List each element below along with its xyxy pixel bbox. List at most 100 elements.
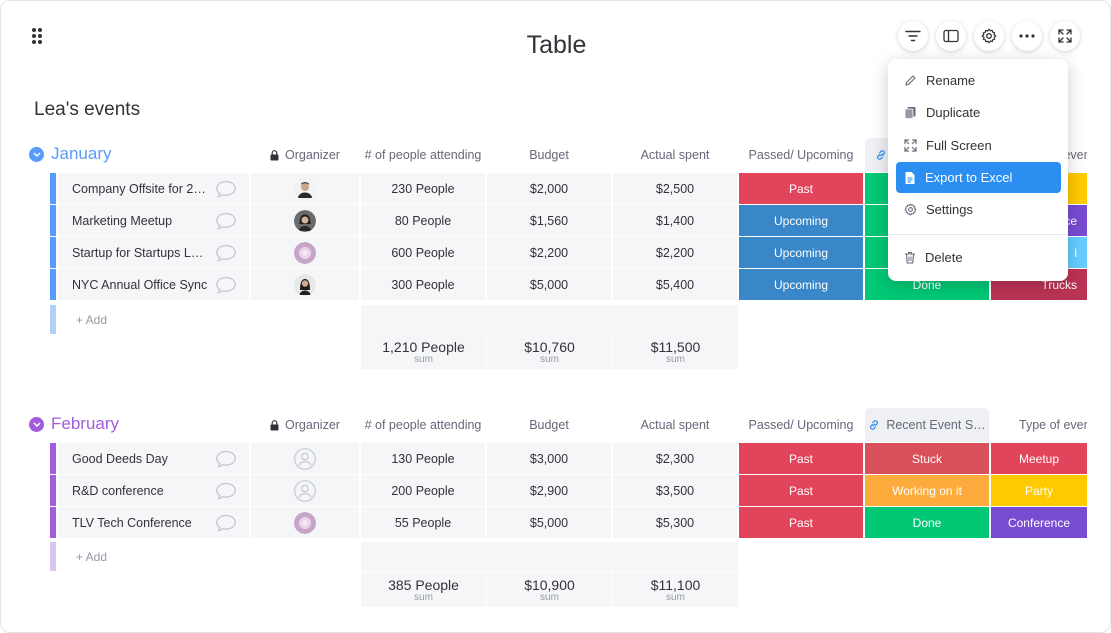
column-header-organizer[interactable]: Organizer (250, 138, 360, 172)
organizer-cell[interactable] (251, 507, 359, 538)
menu-item-rename[interactable]: Rename (896, 65, 1061, 96)
column-header-organizer[interactable]: Organizer (250, 408, 360, 442)
item-name-cell[interactable]: Company Offsite for 2018 (58, 173, 249, 204)
comment-bubble-icon[interactable] (215, 244, 237, 262)
group-header-january[interactable]: January (29, 143, 111, 165)
item-name-cell[interactable]: NYC Annual Office Sync (58, 269, 249, 300)
budget-cell[interactable]: $2,000 (487, 173, 611, 204)
organizer-cell[interactable] (251, 443, 359, 474)
group-title[interactable]: February (51, 414, 120, 433)
budget-cell[interactable]: $3,000 (487, 443, 611, 474)
add-item-label[interactable]: + Add (76, 550, 108, 564)
status-cell[interactable]: Past (739, 443, 863, 474)
people-cell[interactable]: 300 People (361, 269, 485, 300)
add-item-row[interactable]: + Add (50, 305, 361, 334)
status-cell[interactable]: Past (739, 507, 863, 538)
comment-bubble-icon[interactable] (215, 180, 237, 198)
side-panel-button[interactable] (936, 21, 966, 51)
comment-bubble-icon[interactable] (215, 276, 237, 294)
budget-cell[interactable]: $5,000 (487, 507, 611, 538)
column-header-spent[interactable]: Actual spent (640, 418, 710, 432)
drag-handle-icon[interactable] (32, 28, 44, 44)
column-header-people[interactable]: # of people attending (364, 418, 482, 432)
add-item-row[interactable]: + Add (50, 542, 361, 571)
spent-cell[interactable]: $1,400 (613, 205, 737, 236)
recent-event-cell[interactable]: Working on it (865, 475, 989, 506)
people-cell[interactable]: 80 People (361, 205, 485, 236)
type-cell[interactable]: Conference (991, 507, 1087, 538)
add-item-label[interactable]: + Add (76, 313, 108, 327)
column-header-type[interactable]: Type of event (1019, 418, 1087, 432)
sum-value: $11,500 (650, 339, 701, 355)
menu-item-export-to-excel[interactable]: Export to Excel (896, 162, 1061, 193)
menu-item-settings[interactable]: Settings (896, 194, 1061, 225)
column-header-spent[interactable]: Actual spent (640, 148, 710, 162)
sum-value: $10,760 (524, 339, 575, 355)
spent-cell[interactable]: $2,200 (613, 237, 737, 268)
status-cell[interactable]: Upcoming (739, 205, 863, 236)
comment-bubble-icon[interactable] (215, 212, 237, 230)
comment-bubble-icon[interactable] (215, 482, 237, 500)
menu-item-delete[interactable]: Delete (896, 242, 1061, 273)
spent-cell[interactable]: $5,300 (613, 507, 737, 538)
collapse-toggle[interactable] (29, 146, 44, 162)
budget-cell[interactable]: $2,200 (487, 237, 611, 268)
column-header-status[interactable]: Passed/ Upcoming (748, 418, 854, 432)
more-button[interactable] (1012, 21, 1042, 51)
spent-cell[interactable]: $2,300 (613, 443, 737, 474)
column-header-status[interactable]: Passed/ Upcoming (748, 148, 854, 162)
type-cell[interactable]: Meetup (991, 443, 1087, 474)
item-name-cell[interactable]: TLV Tech Conference (58, 507, 249, 538)
filter-button[interactable] (898, 21, 928, 51)
item-name-cell[interactable]: Marketing Meetup (58, 205, 249, 236)
status-cell[interactable]: Upcoming (739, 269, 863, 300)
column-header-recent[interactable]: Recent Event S… (865, 408, 989, 442)
recent-event-cell[interactable]: Done (865, 507, 989, 538)
column-header-people[interactable]: # of people attending (364, 148, 482, 162)
item-name: Good Deeds Day (72, 451, 168, 466)
organizer-cell[interactable] (251, 269, 359, 300)
settings-button[interactable] (974, 21, 1004, 51)
row-color-bar (50, 173, 56, 204)
sum-label: sum (666, 354, 685, 365)
column-header-budget[interactable]: Budget (529, 418, 569, 432)
item-name-cell[interactable]: Startup for Startups Lau… (58, 237, 249, 268)
status-cell[interactable]: Past (739, 475, 863, 506)
spent-cell[interactable]: $2,500 (613, 173, 737, 204)
menu-item-full-screen[interactable]: Full Screen (896, 130, 1061, 161)
comment-bubble-icon[interactable] (215, 514, 237, 532)
budget-cell[interactable]: $2,900 (487, 475, 611, 506)
people-cell[interactable]: 200 People (361, 475, 485, 506)
people-cell[interactable]: 600 People (361, 237, 485, 268)
item-name-cell[interactable]: R&D conference (58, 475, 249, 506)
status-cell[interactable]: Past (739, 173, 863, 204)
recent-event-cell[interactable]: Stuck (865, 443, 989, 474)
comment-bubble-icon[interactable] (215, 450, 237, 468)
group-title[interactable]: January (51, 144, 112, 163)
status-cell[interactable]: Upcoming (739, 237, 863, 268)
copy-icon (904, 107, 916, 119)
people-cell[interactable]: 130 People (361, 443, 485, 474)
column-header-budget[interactable]: Budget (529, 148, 569, 162)
sum-label: sum (540, 592, 559, 603)
spent-cell[interactable]: $5,400 (613, 269, 737, 300)
collapse-toggle[interactable] (29, 416, 44, 432)
sum-value: $11,100 (650, 577, 701, 593)
organizer-cell[interactable] (251, 237, 359, 268)
budget-cell[interactable]: $1,560 (487, 205, 611, 236)
type-cell[interactable]: Party (991, 475, 1087, 506)
people-cell[interactable]: 230 People (361, 173, 485, 204)
organizer-cell[interactable] (251, 475, 359, 506)
organizer-cell[interactable] (251, 205, 359, 236)
spent-cell[interactable]: $3,500 (613, 475, 737, 506)
menu-item-duplicate[interactable]: Duplicate (896, 97, 1061, 128)
sum-value: 385 People (388, 577, 459, 593)
budget-cell[interactable]: $5,000 (487, 269, 611, 300)
item-name-cell[interactable]: Good Deeds Day (58, 443, 249, 474)
sum-label: sum (414, 354, 433, 365)
fullscreen-button[interactable] (1050, 21, 1080, 51)
organizer-cell[interactable] (251, 173, 359, 204)
people-cell[interactable]: 55 People (361, 507, 485, 538)
gear-icon (904, 203, 917, 216)
group-header-february[interactable]: February (29, 413, 119, 435)
